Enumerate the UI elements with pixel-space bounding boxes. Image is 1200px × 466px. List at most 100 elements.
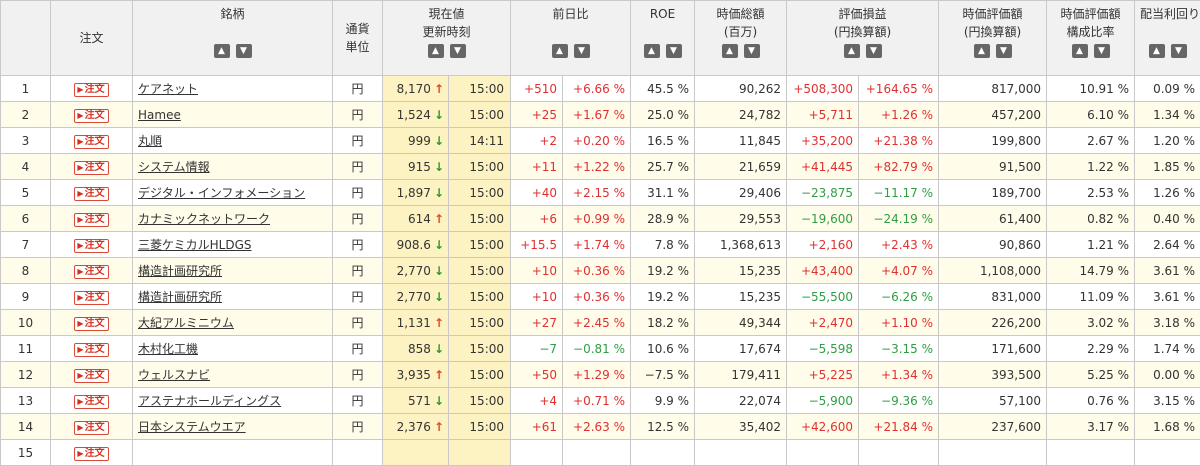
row-number: 3: [1, 128, 51, 154]
stock-name-link[interactable]: 大紀アルミニウム: [138, 316, 234, 330]
sort-desc-button[interactable]: ▼: [666, 44, 682, 58]
order-button[interactable]: ▶注文: [74, 395, 108, 409]
dividend-yield: 1.68 %: [1135, 414, 1200, 440]
currency-unit: 円: [333, 206, 383, 232]
market-value: [939, 440, 1047, 466]
order-button[interactable]: ▶注文: [74, 421, 108, 435]
stock-name-link[interactable]: 構造計画研究所: [138, 264, 222, 278]
sort-asc-button[interactable]: ▲: [1149, 44, 1165, 58]
header-row: 注文 銘柄 ▲▼ 通貨 単位 現在値 更新時刻 ▲▼ 前日比 ▲▼ ROE: [1, 1, 1200, 76]
table-row: 9 ▶注文 構造計画研究所 円 2,770↓ 15:00 +10 +0.36 %…: [1, 284, 1200, 310]
order-button[interactable]: ▶注文: [74, 291, 108, 305]
order-cell: ▶注文: [51, 362, 133, 388]
change-percent: +2.45 %: [563, 310, 631, 336]
stock-name-link[interactable]: ウェルスナビ: [138, 368, 210, 382]
order-button[interactable]: ▶注文: [74, 187, 108, 201]
market-cap: 22,074: [695, 388, 787, 414]
dividend-yield: 3.18 %: [1135, 310, 1200, 336]
sort-desc-button[interactable]: ▼: [866, 44, 882, 58]
sort-desc-button[interactable]: ▼: [236, 44, 252, 58]
sort-asc-button[interactable]: ▲: [722, 44, 738, 58]
stock-name-link[interactable]: 構造計画研究所: [138, 290, 222, 304]
order-button[interactable]: ▶注文: [74, 265, 108, 279]
profit-loss-percent: +2.43 %: [859, 232, 939, 258]
dividend-yield: 1.26 %: [1135, 180, 1200, 206]
change-percent: +1.29 %: [563, 362, 631, 388]
col-change-label: 前日比: [516, 5, 625, 23]
stock-name-cell: カナミックネットワーク: [133, 206, 333, 232]
stock-name-link[interactable]: ケアネット: [138, 82, 198, 96]
col-name: 銘柄 ▲▼: [133, 1, 333, 76]
price-value: 2,376: [397, 420, 431, 434]
profit-loss-percent: +1.34 %: [859, 362, 939, 388]
col-currency-label-1: 通貨: [338, 20, 377, 38]
composition-ratio: 14.79 %: [1047, 258, 1135, 284]
order-cell: ▶注文: [51, 76, 133, 102]
table-body: 1 ▶注文 ケアネット 円 8,170↑ 15:00 +510 +6.66 % …: [1, 76, 1200, 466]
market-cap: [695, 440, 787, 466]
sort-asc-button[interactable]: ▲: [552, 44, 568, 58]
play-icon: ▶: [77, 345, 83, 354]
update-time: 15:00: [449, 362, 511, 388]
dividend-yield: 1.85 %: [1135, 154, 1200, 180]
market-value: 1,108,000: [939, 258, 1047, 284]
change-value: +6: [511, 206, 563, 232]
col-price-label-1: 現在値: [388, 5, 505, 23]
change-percent: +1.74 %: [563, 232, 631, 258]
arrow-down-icon: ↓: [434, 108, 444, 122]
sort-asc-button[interactable]: ▲: [844, 44, 860, 58]
row-number: 15: [1, 440, 51, 466]
stock-name-link[interactable]: 木村化工機: [138, 342, 198, 356]
sort-desc-button[interactable]: ▼: [574, 44, 590, 58]
stock-name-link[interactable]: アステナホールディングス: [138, 394, 281, 408]
order-cell: ▶注文: [51, 310, 133, 336]
change-value: +50: [511, 362, 563, 388]
sort-asc-button[interactable]: ▲: [1072, 44, 1088, 58]
order-button[interactable]: ▶注文: [74, 239, 108, 253]
order-button[interactable]: ▶注文: [74, 317, 108, 331]
order-button[interactable]: ▶注文: [74, 369, 108, 383]
order-button-label: 注文: [85, 396, 105, 407]
order-button-label: 注文: [85, 110, 105, 121]
sort-desc-button[interactable]: ▼: [1171, 44, 1187, 58]
price-value: 908.6: [397, 238, 431, 252]
update-time: 15:00: [449, 284, 511, 310]
stock-name-link[interactable]: カナミックネットワーク: [138, 212, 270, 226]
sort-desc-button[interactable]: ▼: [1094, 44, 1110, 58]
order-button[interactable]: ▶注文: [74, 343, 108, 357]
stock-name-link[interactable]: システム情報: [138, 160, 210, 174]
composition-ratio: 0.76 %: [1047, 388, 1135, 414]
composition-ratio: 0.82 %: [1047, 206, 1135, 232]
stock-name-link[interactable]: デジタル・インフォメーション: [138, 186, 305, 200]
order-button-label: 注文: [85, 318, 105, 329]
stock-name-cell: アステナホールディングス: [133, 388, 333, 414]
sort-desc-button[interactable]: ▼: [996, 44, 1012, 58]
order-button[interactable]: ▶注文: [74, 135, 108, 149]
price-value: 999: [408, 134, 431, 148]
order-button[interactable]: ▶注文: [74, 161, 108, 175]
stock-name-cell: 丸順: [133, 128, 333, 154]
current-price: 858↓: [383, 336, 449, 362]
order-button[interactable]: ▶注文: [74, 109, 108, 123]
stock-name-link[interactable]: 日本システムウエア: [138, 420, 246, 434]
order-button[interactable]: ▶注文: [74, 213, 108, 227]
market-value: 91,500: [939, 154, 1047, 180]
sort-desc-button[interactable]: ▼: [450, 44, 466, 58]
market-cap: 29,553: [695, 206, 787, 232]
sort-desc-button[interactable]: ▼: [744, 44, 760, 58]
col-roe-label: ROE: [636, 5, 689, 23]
sort-asc-button[interactable]: ▲: [428, 44, 444, 58]
sort-asc-button[interactable]: ▲: [974, 44, 990, 58]
arrow-down-icon: ↓: [434, 134, 444, 148]
row-number: 10: [1, 310, 51, 336]
stock-name-link[interactable]: Hamee: [138, 108, 181, 122]
current-price: 1,131↑: [383, 310, 449, 336]
stock-name-link[interactable]: 丸順: [138, 134, 162, 148]
sort-asc-button[interactable]: ▲: [214, 44, 230, 58]
order-button[interactable]: ▶注文: [74, 447, 108, 461]
order-button[interactable]: ▶注文: [74, 83, 108, 97]
col-currency-label-2: 単位: [338, 38, 377, 56]
order-button-label: 注文: [85, 136, 105, 147]
sort-asc-button[interactable]: ▲: [644, 44, 660, 58]
stock-name-link[interactable]: 三菱ケミカルHLDGS: [138, 238, 252, 252]
